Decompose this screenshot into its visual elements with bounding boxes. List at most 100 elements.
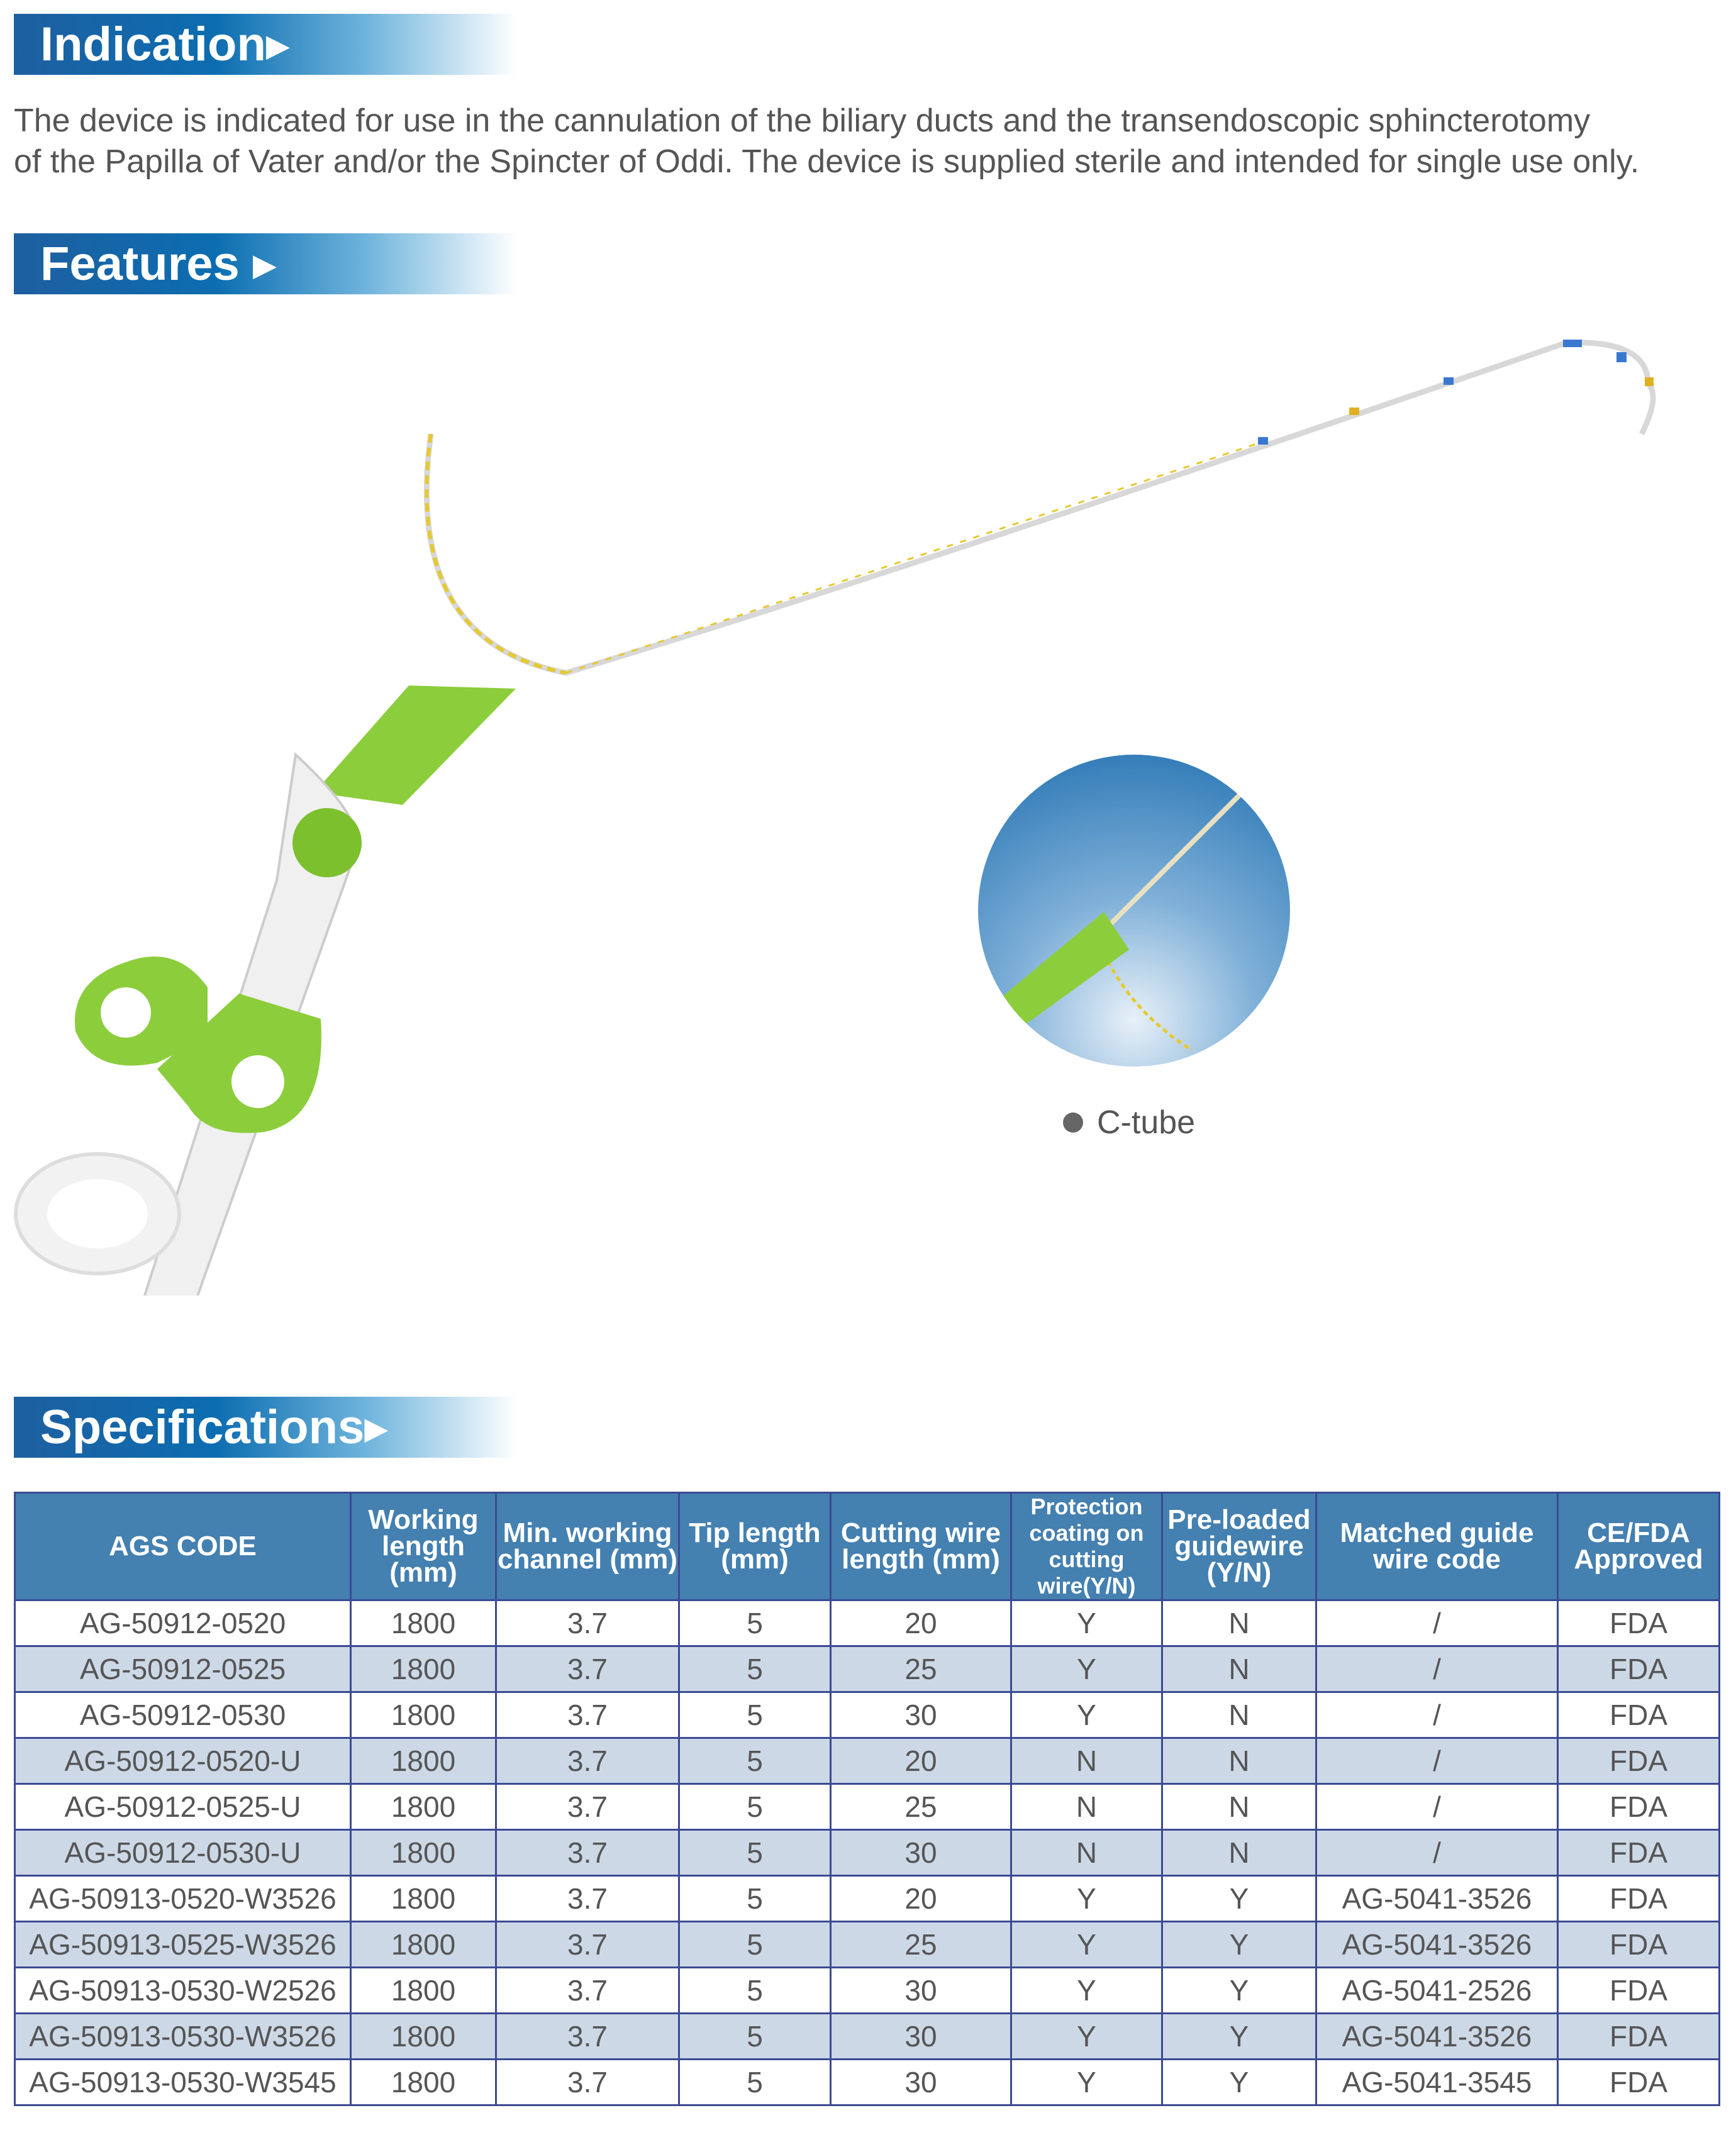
table-cell: 1800 (350, 1783, 497, 1831)
table-cell: N (1161, 1599, 1317, 1647)
table-cell: Y (1161, 2058, 1317, 2106)
table-cell: 5 (678, 2012, 832, 2060)
table-cell: Y (1010, 1875, 1163, 1922)
table-cell: N (1161, 1691, 1317, 1739)
table-cell: / (1315, 1645, 1559, 1693)
indication-text: The device is indicated for use in the c… (14, 101, 1725, 182)
table-cell: N (1010, 1783, 1163, 1831)
table-cell: 3.7 (495, 1875, 680, 1922)
table-row: AG-50912-0530-U 1800 3.7 5 30 N N / FDA (14, 1829, 1720, 1877)
table-cell: FDA (1557, 1691, 1720, 1739)
table-cell: Y (1010, 2012, 1163, 2060)
table-cell: / (1315, 1737, 1559, 1785)
indication-line: of the Papilla of Vater and/or the Spinc… (14, 143, 1640, 180)
table-cell: 5 (678, 1966, 832, 2014)
table-cell: 3.7 (495, 1829, 680, 1877)
table-cell: Y (1010, 1921, 1163, 1968)
column-header: Tip length (mm) (678, 1492, 832, 1601)
table-cell: AG-5041-2526 (1315, 1966, 1559, 2014)
table-cell: 1800 (350, 1599, 497, 1647)
table-row: AG-50912-0520-U 1800 3.7 5 20 N N / FDA (14, 1737, 1720, 1785)
table-cell: AG-5041-3526 (1315, 1921, 1559, 1968)
sphincterotome-device-image (14, 340, 1656, 1295)
table-cell: 5 (678, 1783, 832, 1831)
table-cell: 20 (830, 1599, 1012, 1647)
table-cell: 3.7 (495, 1921, 680, 1968)
column-header: Protection coating on cutting wire(Y/N) (1010, 1492, 1163, 1601)
table-cell: 1800 (350, 1737, 497, 1785)
table-row: AG-50913-0530-W3545 1800 3.7 5 30 Y Y AG-5041-3… (14, 2058, 1720, 2106)
table-cell: 3.7 (495, 2012, 680, 2060)
table-cell: FDA (1557, 1921, 1720, 1968)
table-cell: / (1315, 1783, 1559, 1831)
column-header: CE/FDA Approved (1557, 1492, 1720, 1601)
table-cell: 1800 (350, 2058, 497, 2106)
table-cell: Y (1010, 1645, 1163, 1693)
table-cell: 1800 (350, 1875, 497, 1922)
table-cell: AG-50912-0525-U (14, 1783, 352, 1831)
table-cell: 5 (678, 1691, 832, 1739)
table-cell: 30 (830, 2058, 1012, 2106)
table-cell: Y (1010, 1691, 1163, 1739)
column-header: Matched guide wire code (1315, 1492, 1559, 1601)
table-cell: AG-50913-0520-W3526 (14, 1875, 352, 1922)
table-cell: 30 (830, 1829, 1012, 1877)
table-cell: / (1315, 1599, 1559, 1647)
table-cell: 1800 (350, 1645, 497, 1693)
features-heading: Features ▸ (40, 237, 277, 291)
table-row: AG-50913-0520-W3526 1800 3.7 5 20 Y Y AG-5041-3… (14, 1875, 1720, 1922)
table-cell: AG-50913-0530-W2526 (14, 1966, 352, 2014)
table-cell: 3.7 (495, 1737, 680, 1785)
table-cell: AG-50912-0520-U (14, 1737, 352, 1785)
table-cell: 3.7 (495, 1691, 680, 1739)
table-cell: FDA (1557, 1783, 1720, 1831)
indication-banner: Indication▸ (14, 14, 517, 75)
table-cell: Y (1161, 1921, 1317, 1968)
table-cell: FDA (1557, 1645, 1720, 1693)
table-cell: Y (1010, 2058, 1163, 2106)
table-row: AG-50912-0525-U 1800 3.7 5 25 N N / FDA (14, 1783, 1720, 1831)
table-cell: N (1161, 1783, 1317, 1831)
table-cell: Y (1010, 1966, 1163, 2014)
table-cell: 5 (678, 1645, 832, 1693)
table-cell: 5 (678, 1599, 832, 1647)
table-cell: AG-50912-0520 (14, 1599, 352, 1647)
table-row: AG-50912-0525 1800 3.7 5 25 Y N / FDA (14, 1645, 1720, 1693)
table-cell: 30 (830, 1966, 1012, 2014)
features-banner: Features ▸ (14, 233, 517, 294)
table-cell: FDA (1557, 1737, 1720, 1785)
specifications-heading: Specifications▸ (40, 1401, 389, 1454)
indication-heading: Indication▸ (40, 18, 291, 71)
table-cell: AG-50913-0525-W3526 (14, 1921, 352, 1968)
table-cell: Y (1161, 2012, 1317, 2060)
column-header: Working length (mm) (350, 1492, 497, 1601)
specifications-banner: Specifications▸ (14, 1397, 517, 1458)
table-cell: N (1010, 1829, 1163, 1877)
table-cell: 5 (678, 1921, 832, 1968)
table-cell: 20 (830, 1875, 1012, 1922)
column-header: Min. working channel (mm) (495, 1492, 680, 1601)
table-cell: 5 (678, 1829, 832, 1877)
table-cell: FDA (1557, 1966, 1720, 2014)
indication-line: The device is indicated for use in the c… (14, 103, 1591, 139)
table-cell: 1800 (350, 2012, 497, 2060)
table-cell: AG-50912-0530 (14, 1691, 352, 1739)
table-row: AG-50913-0525-W3526 1800 3.7 5 25 Y Y AG-5041-3… (14, 1921, 1720, 1968)
table-cell: N (1161, 1737, 1317, 1785)
table-cell: 30 (830, 2012, 1012, 2060)
column-header: Cutting wire length (mm) (830, 1492, 1012, 1601)
table-cell: 5 (678, 1875, 832, 1922)
table-cell: FDA (1557, 1829, 1720, 1877)
table-cell: 3.7 (495, 1783, 680, 1831)
column-header: Pre-loaded guidewire (Y/N) (1161, 1492, 1317, 1601)
table-row: AG-50913-0530-W3526 1800 3.7 5 30 Y Y AG-5041-3… (14, 2012, 1720, 2060)
table-cell: 1800 (350, 1829, 497, 1877)
table-cell: / (1315, 1829, 1559, 1877)
table-cell: 25 (830, 1645, 1012, 1693)
table-cell: AG-5041-3526 (1315, 2012, 1559, 2060)
table-cell: AG-50912-0525 (14, 1645, 352, 1693)
table-cell: AG-50913-0530-W3526 (14, 2012, 352, 2060)
table-row: AG-50912-0520 1800 3.7 5 20 Y N / FDA (14, 1599, 1720, 1647)
c-tube-label: C-tube (1097, 1104, 1196, 1141)
table-cell: N (1161, 1645, 1317, 1693)
